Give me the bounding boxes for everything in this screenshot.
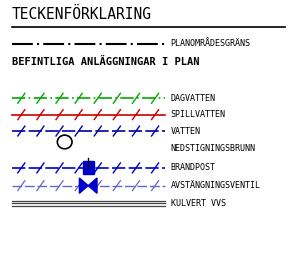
Text: DAGVATTEN: DAGVATTEN [171, 94, 216, 103]
Polygon shape [88, 178, 97, 193]
Text: AVSTÄNGNINGSVENTIL: AVSTÄNGNINGSVENTIL [171, 181, 260, 190]
Text: NEDSTIGNINGSBRUNN: NEDSTIGNINGSBRUNN [171, 144, 255, 153]
Text: BEFINTLIGA ANLÄGGNINGAR I PLAN: BEFINTLIGA ANLÄGGNINGAR I PLAN [12, 57, 199, 67]
Text: VATTEN: VATTEN [171, 127, 201, 135]
Text: TECKENFÖRKLARING: TECKENFÖRKLARING [12, 7, 152, 22]
Text: SPILLVATTEN: SPILLVATTEN [171, 110, 225, 119]
Polygon shape [79, 178, 88, 193]
Bar [83, 161, 94, 174]
Text: KULVERT VVS: KULVERT VVS [171, 199, 225, 208]
Circle shape [57, 135, 72, 149]
Text: PLANOMRÅDESGRÄNS: PLANOMRÅDESGRÄNS [171, 39, 250, 48]
Text: BRANDPOST: BRANDPOST [171, 164, 216, 172]
